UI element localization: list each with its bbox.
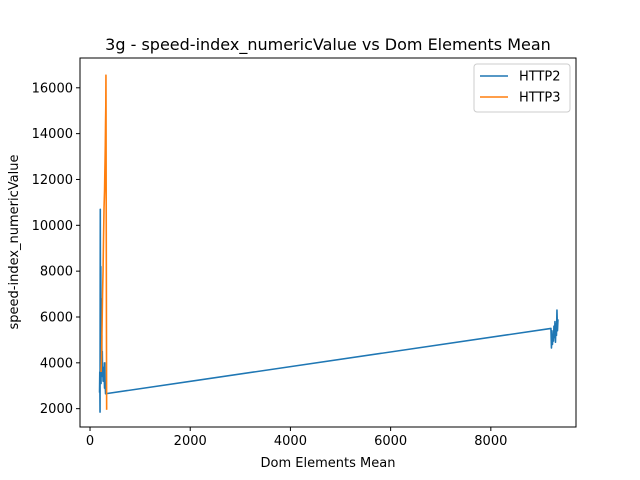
legend-label-http3: HTTP3 (519, 91, 561, 106)
x-tick-label: 2000 (174, 434, 207, 449)
x-tick-label: 8000 (474, 434, 507, 449)
chart-title: 3g - speed-index_numericValue vs Dom Ele… (105, 35, 551, 55)
series-line-http2 (98, 208, 559, 413)
y-tick-label: 16000 (32, 81, 73, 96)
legend: HTTP2 HTTP3 (473, 63, 571, 113)
series-layer (98, 74, 559, 413)
y-tick-label: 6000 (40, 310, 73, 325)
x-tick-label: 6000 (374, 434, 407, 449)
series-line-http3 (100, 74, 108, 410)
y-tick-label: 10000 (32, 219, 73, 234)
y-tick-label: 4000 (40, 356, 73, 371)
x-tick-label: 4000 (274, 434, 307, 449)
y-tick-label: 2000 (40, 402, 73, 417)
y-axis: 2000 4000 6000 8000 10000 12000 14000 16000 (32, 81, 80, 417)
x-tick-label: 0 (86, 434, 94, 449)
x-axis-label: Dom Elements Mean (261, 456, 396, 471)
y-tick-label: 8000 (40, 265, 73, 280)
legend-label-http2: HTTP2 (519, 70, 561, 85)
y-tick-label: 12000 (32, 173, 73, 188)
y-tick-label: 14000 (32, 127, 73, 142)
x-axis: 0 2000 4000 6000 8000 (86, 427, 507, 449)
plot-area-frame (79, 57, 577, 428)
y-axis-label: speed-index_numericValue (7, 155, 22, 330)
